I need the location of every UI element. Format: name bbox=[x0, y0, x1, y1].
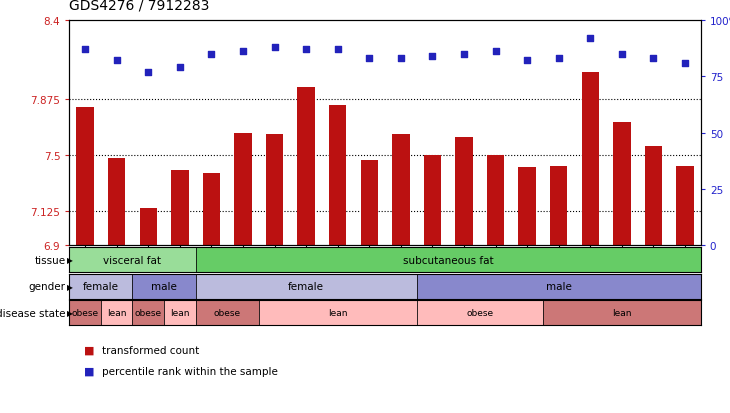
Bar bbox=[203, 174, 220, 246]
Text: male: male bbox=[151, 282, 177, 292]
Bar bbox=[77, 108, 94, 246]
Point bbox=[174, 64, 185, 71]
Bar bbox=[133, 301, 164, 325]
Point bbox=[80, 47, 91, 53]
Point bbox=[490, 49, 502, 55]
Bar bbox=[196, 248, 701, 273]
Text: obese: obese bbox=[135, 309, 162, 318]
Point bbox=[364, 56, 375, 62]
Text: transformed count: transformed count bbox=[102, 345, 199, 355]
Bar bbox=[543, 301, 701, 325]
Point bbox=[269, 44, 280, 51]
Bar bbox=[69, 248, 196, 273]
Bar bbox=[582, 73, 599, 246]
Bar bbox=[133, 274, 196, 299]
Bar bbox=[417, 274, 701, 299]
Bar bbox=[550, 166, 567, 246]
Point bbox=[585, 36, 596, 42]
Text: visceral fat: visceral fat bbox=[104, 255, 161, 265]
Bar bbox=[196, 301, 258, 325]
Bar bbox=[164, 301, 196, 325]
Point bbox=[458, 51, 470, 58]
Text: obese: obese bbox=[214, 309, 241, 318]
Bar bbox=[108, 159, 126, 246]
Text: lean: lean bbox=[328, 309, 347, 318]
Point bbox=[616, 51, 628, 58]
Text: tissue: tissue bbox=[34, 255, 66, 265]
Text: percentile rank within the sample: percentile rank within the sample bbox=[102, 366, 278, 376]
Text: ▶: ▶ bbox=[67, 282, 73, 291]
Point bbox=[553, 56, 564, 62]
Point bbox=[648, 56, 659, 62]
Bar bbox=[417, 301, 543, 325]
Text: lean: lean bbox=[612, 309, 631, 318]
Bar bbox=[456, 138, 473, 246]
Text: female: female bbox=[288, 282, 324, 292]
Bar bbox=[69, 274, 133, 299]
Text: ■: ■ bbox=[84, 345, 94, 355]
Point bbox=[521, 58, 533, 64]
Text: lean: lean bbox=[107, 309, 126, 318]
Text: obese: obese bbox=[72, 309, 99, 318]
Point bbox=[395, 56, 407, 62]
Point bbox=[679, 60, 691, 67]
Text: ■: ■ bbox=[84, 366, 94, 376]
Text: subcutaneous fat: subcutaneous fat bbox=[403, 255, 493, 265]
Point bbox=[111, 58, 123, 64]
Text: ▶: ▶ bbox=[67, 309, 73, 318]
Bar bbox=[487, 156, 504, 246]
Text: obese: obese bbox=[466, 309, 493, 318]
Bar bbox=[258, 301, 417, 325]
Point bbox=[426, 53, 438, 60]
Point bbox=[206, 51, 218, 58]
Bar bbox=[645, 147, 662, 246]
Bar bbox=[266, 135, 283, 246]
Point bbox=[300, 47, 312, 53]
Text: lean: lean bbox=[170, 309, 190, 318]
Point bbox=[237, 49, 249, 55]
Text: ▶: ▶ bbox=[67, 256, 73, 265]
Bar bbox=[361, 160, 378, 246]
Bar bbox=[139, 208, 157, 246]
Text: male: male bbox=[546, 282, 572, 292]
Point bbox=[142, 69, 154, 76]
Bar bbox=[518, 168, 536, 246]
Bar bbox=[329, 106, 347, 246]
Bar bbox=[613, 123, 631, 246]
Bar bbox=[392, 135, 410, 246]
Text: gender: gender bbox=[28, 282, 66, 292]
Text: GDS4276 / 7912283: GDS4276 / 7912283 bbox=[69, 0, 210, 12]
Bar bbox=[101, 301, 132, 325]
Bar bbox=[423, 156, 441, 246]
Bar bbox=[297, 88, 315, 246]
Text: disease state: disease state bbox=[0, 308, 66, 318]
Bar bbox=[234, 133, 252, 246]
Text: female: female bbox=[83, 282, 119, 292]
Bar bbox=[171, 171, 188, 246]
Point bbox=[332, 47, 344, 53]
Bar bbox=[196, 274, 417, 299]
Bar bbox=[676, 166, 694, 246]
Bar bbox=[69, 301, 101, 325]
